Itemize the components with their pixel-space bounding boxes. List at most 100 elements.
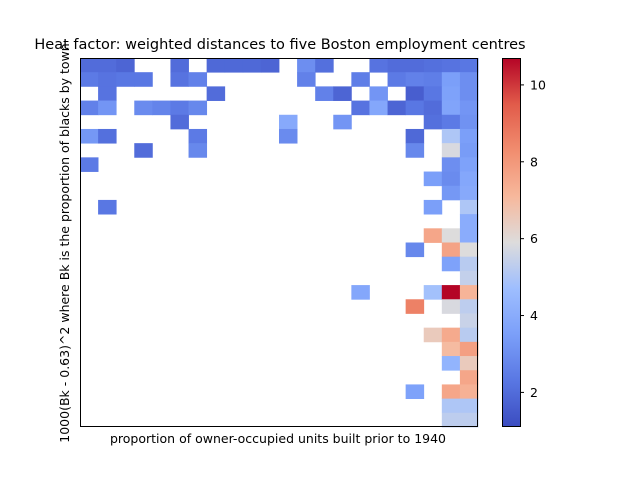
heatmap-cell xyxy=(459,313,479,329)
heatmap-cell xyxy=(459,384,479,400)
heatmap-cell xyxy=(188,128,208,144)
heatmap-cell xyxy=(170,100,189,116)
colorbar-tick-label: 6 xyxy=(530,231,538,246)
colorbar-frame xyxy=(502,58,521,427)
heatmap-cell xyxy=(315,58,334,73)
heatmap-cell xyxy=(134,143,153,158)
colorbar-tick-label: 4 xyxy=(530,308,538,323)
heatmap-cell xyxy=(423,327,443,343)
y-axis-label: 1000(Bk - 0.63)^2 where Bk is the propor… xyxy=(57,43,72,442)
heatmap-cell xyxy=(423,228,443,243)
heatmap-cell xyxy=(423,199,443,215)
heatmap-cell xyxy=(405,299,425,314)
heatmap-cell xyxy=(387,100,407,116)
heatmap-cell xyxy=(297,58,316,73)
heatmap-cell xyxy=(188,100,208,116)
heatmap-cell xyxy=(152,100,171,116)
heatmap-cell xyxy=(134,72,153,87)
heatmap-cell xyxy=(441,114,461,130)
heatmap-cell xyxy=(405,86,425,101)
heatmap-cell xyxy=(459,270,479,286)
heatmap-cell xyxy=(459,285,479,300)
heatmap-cell xyxy=(98,58,117,73)
heatmap-cell xyxy=(423,114,443,130)
heatmap-cell xyxy=(459,370,479,385)
heatmap-cell xyxy=(441,143,461,158)
heatmap-cell xyxy=(441,412,461,428)
heatmap-cell xyxy=(459,256,479,272)
heatmap-cell xyxy=(423,86,443,101)
heatmap-cell xyxy=(405,384,425,400)
heatmap-cell xyxy=(98,100,117,116)
heatmap-cell xyxy=(405,242,425,258)
heatmap-cell xyxy=(459,228,479,243)
heatmap-cell xyxy=(279,114,298,130)
heatmap-cell xyxy=(116,58,135,73)
heatmap-cell xyxy=(98,128,117,144)
heatmap-cell xyxy=(441,256,461,272)
heatmap-cell xyxy=(423,100,443,116)
heatmap-cell xyxy=(459,72,479,87)
heatmap-cell xyxy=(423,171,443,187)
heatmap-cell xyxy=(297,72,316,87)
heatmap-cell xyxy=(170,114,189,130)
heatmap-cell xyxy=(242,58,262,73)
heatmap-cell xyxy=(206,58,226,73)
heatmap-cell xyxy=(441,86,461,101)
heatmap-cell xyxy=(98,86,117,101)
colorbar-gradient xyxy=(502,58,520,427)
heatmap-cell xyxy=(98,199,117,215)
heatmap-cell xyxy=(206,86,226,101)
heatmap-cell xyxy=(405,128,425,144)
heatmap-cell xyxy=(188,72,208,87)
heatmap-cell xyxy=(459,412,479,428)
heatmap-cell xyxy=(459,356,479,371)
heatmap-cell xyxy=(80,72,99,87)
heatmap-cell xyxy=(170,58,189,73)
heatmap-cell xyxy=(441,356,461,371)
heatmap-cells xyxy=(80,58,479,428)
heatmap-cell xyxy=(459,171,479,187)
heatmap-cell xyxy=(441,398,461,414)
heatmap-cell xyxy=(423,285,443,300)
colorbar: 2 4 6 8 10 xyxy=(502,58,546,427)
heatmap-cell xyxy=(459,114,479,130)
heatmap-cell xyxy=(441,185,461,201)
colorbar-tick-label: 2 xyxy=(530,385,538,400)
heatmap-cell xyxy=(188,143,208,158)
plot-frame xyxy=(80,58,478,427)
heatmap-cell xyxy=(80,128,99,144)
heatmap-cell xyxy=(459,242,479,258)
heatmap-cell xyxy=(459,299,479,314)
heatmap-cell xyxy=(369,100,388,116)
heatmap-cell xyxy=(459,157,479,172)
heatmap-cell xyxy=(423,72,443,87)
heatmap-cell xyxy=(441,228,461,243)
heatmap-cell xyxy=(459,58,479,73)
heatmap-cell xyxy=(441,242,461,258)
heatmap-cell xyxy=(387,72,407,87)
heatmap-cell xyxy=(441,285,461,300)
heatmap-cell xyxy=(116,72,135,87)
heatmap-cell xyxy=(333,86,352,101)
heatmap-cell xyxy=(441,58,461,73)
colorbar-tick-label: 8 xyxy=(530,154,538,169)
heatmap-cell xyxy=(369,58,388,73)
heatmap-cell xyxy=(170,72,189,87)
heatmap-cell xyxy=(351,100,370,116)
heatmap-cell xyxy=(351,72,370,87)
heatmap-cell xyxy=(315,86,334,101)
heatmap-cell xyxy=(441,128,461,144)
heatmap-cell xyxy=(441,72,461,87)
heatmap-cell xyxy=(260,58,280,73)
heatmap-cell xyxy=(459,128,479,144)
heatmap-cell xyxy=(405,58,425,73)
heatmap-cell xyxy=(405,100,425,116)
heatmap-cell xyxy=(459,143,479,158)
heatmap-cell xyxy=(80,100,99,116)
heatmap-cell xyxy=(459,86,479,101)
chart-title: Heat factor: weighted distances to five … xyxy=(34,37,525,53)
heatmap-cell xyxy=(405,143,425,158)
heatmap-cell xyxy=(459,214,479,229)
heatmap-cell xyxy=(423,58,443,73)
